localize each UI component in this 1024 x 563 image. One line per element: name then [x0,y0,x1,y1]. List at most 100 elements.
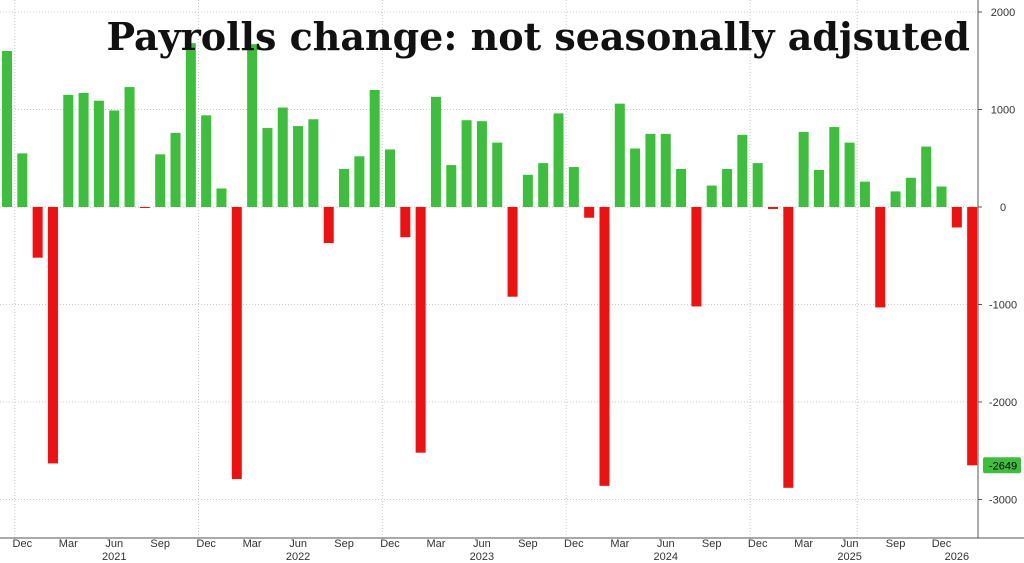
bar [415,207,426,453]
bar [369,90,380,207]
x-year-label: 2024 [654,551,678,563]
bar [2,51,12,207]
x-tick-label: Dec [564,538,584,550]
bar [798,131,809,207]
bar [231,207,242,480]
bar [308,119,319,207]
x-tick-label: Dec [748,538,768,550]
y-tick-labels: 2000 1000 0 -1000 -2000 -3000 [989,7,1017,507]
x-tick-label: Jun [289,538,307,550]
x-year-label: 2022 [286,551,310,563]
bar [737,134,748,207]
bar [706,185,717,207]
x-tick-label: Mar [610,538,629,550]
bar [967,207,978,466]
x-year-label: 2026 [945,551,969,563]
bar [32,207,43,258]
bar [385,149,395,207]
x-tick-label: Jun [105,538,123,550]
bar [185,43,196,208]
x-tick-label: Jun [473,538,491,550]
last-value-badge: -2649 [983,457,1021,474]
chart-title: Payrolls change: not seasonally adjsuted [106,14,970,59]
bar [553,113,564,207]
bar [614,103,625,207]
bar [446,165,457,207]
bar [507,207,518,297]
x-tick-label: Dec [380,538,400,550]
bar [430,96,441,207]
bar [262,128,273,207]
bar [247,44,258,207]
bar [522,174,533,207]
bar [78,92,89,207]
bar [951,207,962,228]
x-tick-label: Mar [243,538,262,550]
bar [538,163,549,207]
x-tick-label: Dec [932,538,952,550]
x-tick-label: Dec [196,538,216,550]
bar [216,188,227,207]
bar [660,133,671,207]
bar [201,115,212,207]
y-tick-label: -1000 [989,300,1017,312]
bar [783,207,794,488]
bar [461,120,472,207]
y-tick-label: -2000 [989,397,1017,409]
axes [0,0,1024,539]
bar [476,121,487,207]
x-year-label: 2023 [470,551,494,563]
x-year-label: 2021 [102,551,126,563]
bar [63,94,74,207]
x-tick-labels: Dec Mar Jun Sep Dec Mar Jun Sep Dec Mar Jun Sep Dec M… [13,538,970,563]
last-value-badge-box [983,457,1021,474]
x-tick-label: Sep [886,538,906,550]
y-tick-label: 1000 [991,105,1015,117]
bar [170,132,181,207]
y-tick-label: 0 [1000,202,1006,214]
bar [277,107,288,207]
bar [354,156,365,207]
bar [139,207,150,208]
bar [676,168,687,207]
bar [905,177,916,207]
bar [768,207,778,209]
bar [17,153,28,207]
x-tick-label: Sep [150,538,170,550]
x-tick-label: Sep [518,538,538,550]
bar [109,110,120,207]
last-value-badge-label: -2649 [989,460,1017,472]
bar [155,154,166,207]
bar [752,163,763,207]
bar [323,207,334,244]
bar [400,207,411,238]
bar [630,148,641,207]
bar [645,133,656,207]
bar [568,167,579,207]
bar [599,207,610,486]
x-tick-label: Dec [13,538,33,550]
bar [890,191,901,207]
x-tick-label: Mar [794,538,813,550]
bar [492,142,503,207]
bar [584,207,595,218]
bar [722,168,733,207]
bar [829,127,840,207]
x-tick-label: Sep [702,538,722,550]
x-year-label: 2025 [837,551,861,563]
y-tick-label: -3000 [989,495,1017,507]
bar [859,181,870,207]
bar [339,168,350,207]
bar-series [2,43,978,488]
bar [691,207,702,307]
bar [844,142,855,207]
bar [936,186,947,207]
bar [813,169,824,207]
bar [875,207,886,308]
bar [93,100,104,207]
x-tick-label: Jun [657,538,675,550]
bar [921,146,932,207]
x-tick-label: Mar [426,538,445,550]
x-tick-label: Mar [59,538,78,550]
